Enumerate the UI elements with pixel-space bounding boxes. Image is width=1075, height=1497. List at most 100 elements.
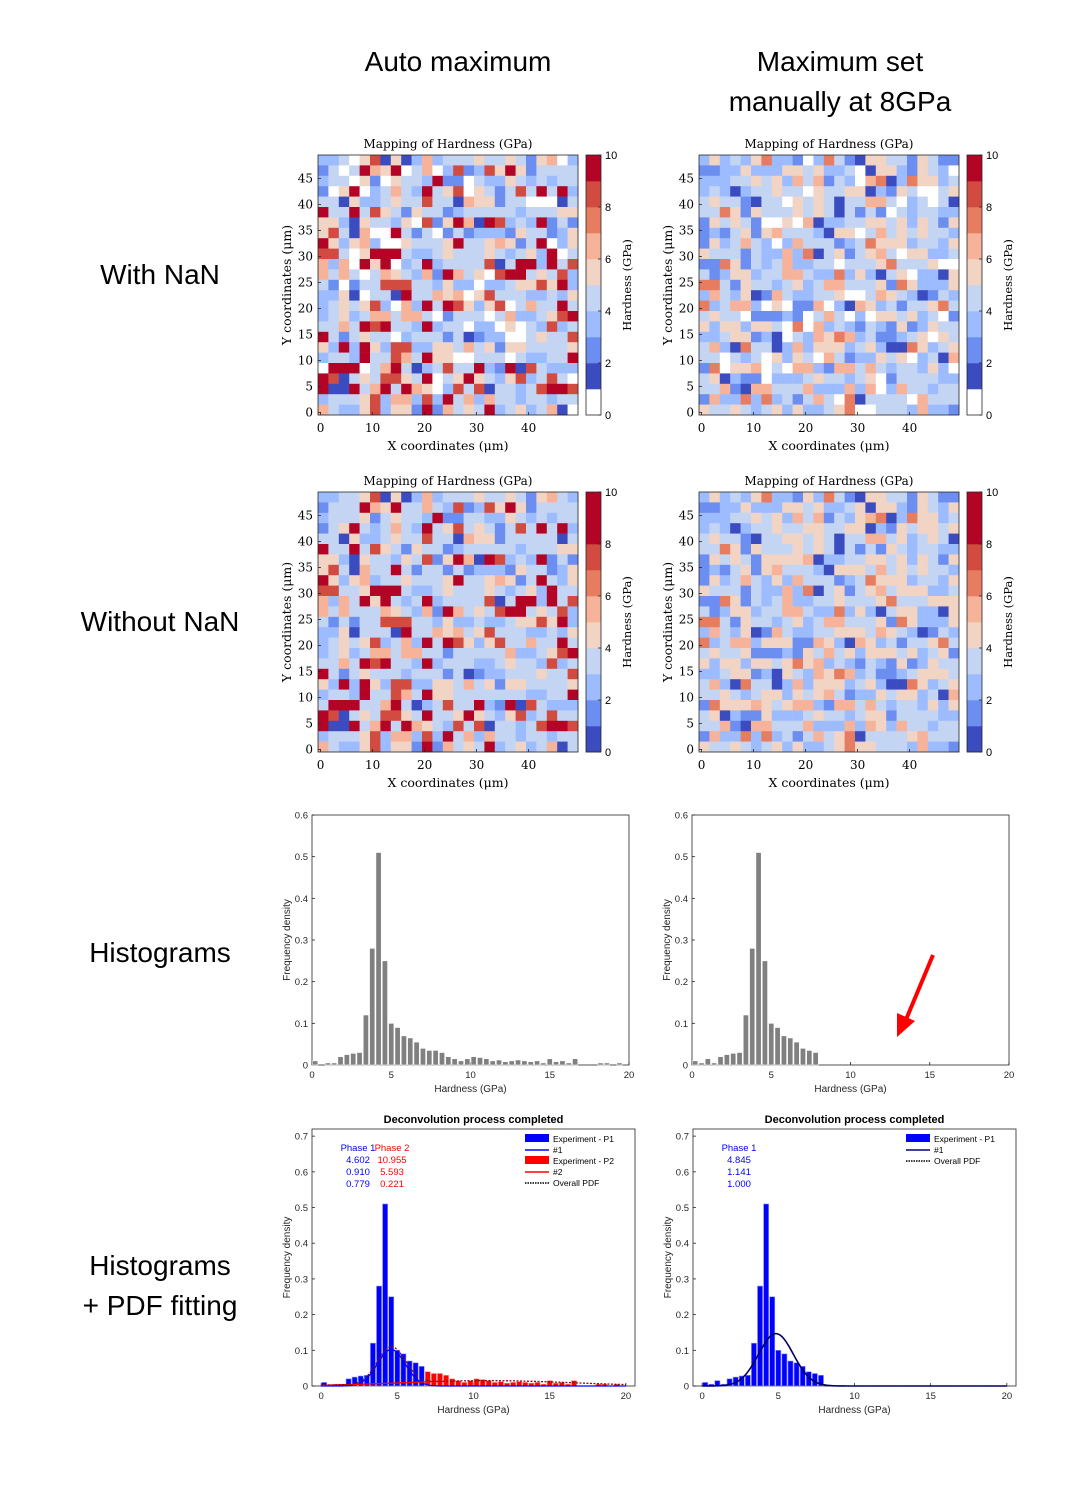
heatmap-cell — [536, 311, 548, 322]
chart-title: Mapping of Hardness (GPa) — [745, 474, 914, 488]
heatmap-cell — [771, 564, 783, 576]
heatmap-cell — [484, 279, 496, 291]
heatmap-cell — [751, 207, 762, 218]
heatmap-cell — [411, 544, 423, 555]
heatmap-cell — [484, 606, 496, 618]
heatmap-cell — [792, 373, 804, 385]
x-tick-label: 40 — [521, 421, 536, 435]
heatmap-cell — [401, 627, 412, 638]
heatmap-cell — [484, 165, 496, 177]
heatmap-cell — [536, 175, 548, 187]
heatmap-cell — [927, 165, 939, 177]
heatmap-cell — [422, 248, 433, 260]
heatmap-cell — [761, 492, 773, 503]
heatmap-cell — [380, 155, 392, 166]
heatmap-cell — [526, 741, 537, 753]
heatmap-cell — [709, 637, 721, 649]
y-tick-label: 0.3 — [676, 1274, 689, 1285]
heatmap-cell — [855, 352, 866, 364]
heatmap-cell — [546, 331, 558, 343]
heatmap-cell — [453, 502, 464, 514]
heatmap-cell — [484, 238, 496, 249]
heatmap-cell — [699, 186, 710, 197]
colorbar-tick-label: 4 — [605, 643, 611, 655]
colorbar-tick-label: 10 — [986, 487, 998, 499]
heatmap-cell — [865, 492, 877, 503]
heatmap-cell — [474, 311, 485, 322]
heatmap-cell — [411, 637, 423, 649]
heatmap-cell — [505, 637, 516, 649]
y-tick-label: 15 — [298, 664, 313, 678]
heatmap-cell — [844, 502, 856, 514]
heatmap-cell — [917, 627, 929, 638]
heatmap-cell — [917, 186, 929, 197]
heatmap-cell — [730, 637, 741, 649]
heatmap-cell — [328, 648, 340, 659]
heatmap-cell — [834, 710, 845, 722]
colorbar-tick-label: 10 — [986, 150, 998, 162]
heatmap-cell — [792, 217, 804, 229]
heatmap-cell — [699, 259, 710, 270]
heatmap-cell — [896, 363, 908, 374]
heatmap-cell — [432, 227, 444, 239]
heatmap-cell — [823, 710, 835, 722]
heatmap-cell — [422, 554, 433, 566]
heatmap-cell — [536, 502, 548, 514]
heatmap-cell — [474, 700, 485, 711]
heatmap-cell — [442, 554, 454, 566]
heatmap-cell — [338, 238, 350, 249]
heatmap-cell — [401, 679, 412, 690]
heatmap-cell — [917, 394, 929, 405]
heatmap-cell — [782, 512, 793, 524]
heatmap-cell — [855, 165, 866, 177]
histogram-bar — [337, 1056, 344, 1066]
heatmap-cell — [370, 404, 381, 416]
heatmap-cell — [390, 363, 402, 374]
heatmap-cell — [380, 331, 392, 343]
heatmap-cell — [771, 238, 783, 249]
heatmap-cell — [515, 155, 527, 166]
heatmap-cell — [709, 175, 721, 187]
heatmap-cell — [771, 492, 783, 503]
heatmap-cell — [699, 741, 710, 753]
heatmap-cell — [349, 502, 360, 514]
heatmap-cell — [422, 311, 433, 322]
heatmap-cell — [411, 342, 423, 353]
heatmap-cell — [709, 373, 721, 385]
heatmap-cell — [907, 658, 918, 670]
heatmap-cell — [526, 492, 537, 503]
heatmap-cell — [948, 700, 960, 711]
heatmap-cell — [567, 279, 579, 291]
heatmap-cell — [359, 186, 371, 197]
heatmap-cell — [328, 300, 340, 312]
heatmap-cell — [740, 637, 752, 649]
heatmap-cell — [834, 585, 845, 597]
heatmap-cell — [803, 311, 814, 322]
heatmap-cell — [422, 238, 433, 249]
heatmap-cell — [463, 658, 475, 670]
heatmap-cell — [699, 321, 710, 333]
heatmap-cell — [782, 502, 793, 514]
heatmap-cell — [526, 554, 537, 566]
histogram-bar — [350, 1053, 357, 1066]
heatmap-cell — [938, 321, 949, 333]
heatmap-cell — [338, 512, 350, 524]
heatmap-cell — [761, 248, 773, 260]
heatmap-cell — [709, 710, 721, 722]
heatmap-cell — [349, 279, 360, 291]
histogram-bar — [515, 1059, 522, 1066]
heatmap-cell — [453, 710, 464, 722]
heatmap-cell — [411, 394, 423, 405]
heatmap-cell — [740, 720, 752, 732]
heatmap-cell — [948, 165, 960, 177]
heatmap-cell — [865, 710, 877, 722]
histogram-bar — [400, 1035, 407, 1066]
histogram-bar — [437, 1373, 443, 1387]
heatmap-cell — [813, 175, 825, 187]
heatmap-cell — [318, 279, 329, 291]
heatmap-cell — [338, 165, 350, 177]
heatmap-cell — [865, 585, 877, 597]
heatmap-cell — [567, 658, 579, 670]
heatmap-cell — [803, 544, 814, 555]
heatmap-cell — [359, 689, 371, 701]
